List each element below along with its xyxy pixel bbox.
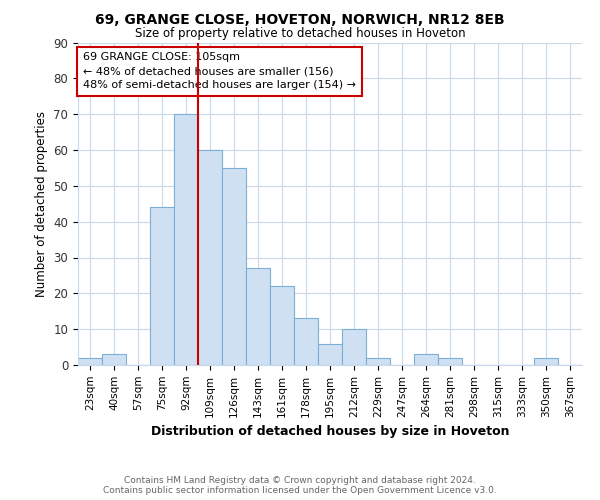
Bar xyxy=(342,329,366,365)
Bar xyxy=(246,268,270,365)
Bar xyxy=(174,114,198,365)
Bar xyxy=(102,354,126,365)
Bar xyxy=(78,358,102,365)
Text: Contains HM Land Registry data © Crown copyright and database right 2024.
Contai: Contains HM Land Registry data © Crown c… xyxy=(103,476,497,495)
Bar xyxy=(414,354,438,365)
Bar xyxy=(150,208,174,365)
Bar xyxy=(270,286,294,365)
Bar xyxy=(438,358,462,365)
Bar xyxy=(534,358,558,365)
Bar xyxy=(318,344,342,365)
Text: 69 GRANGE CLOSE: 105sqm
← 48% of detached houses are smaller (156)
48% of semi-d: 69 GRANGE CLOSE: 105sqm ← 48% of detache… xyxy=(83,52,356,90)
X-axis label: Distribution of detached houses by size in Hoveton: Distribution of detached houses by size … xyxy=(151,425,509,438)
Bar xyxy=(366,358,390,365)
Bar xyxy=(198,150,222,365)
Bar xyxy=(294,318,318,365)
Text: 69, GRANGE CLOSE, HOVETON, NORWICH, NR12 8EB: 69, GRANGE CLOSE, HOVETON, NORWICH, NR12… xyxy=(95,12,505,26)
Bar xyxy=(222,168,246,365)
Text: Size of property relative to detached houses in Hoveton: Size of property relative to detached ho… xyxy=(134,28,466,40)
Y-axis label: Number of detached properties: Number of detached properties xyxy=(35,111,48,296)
